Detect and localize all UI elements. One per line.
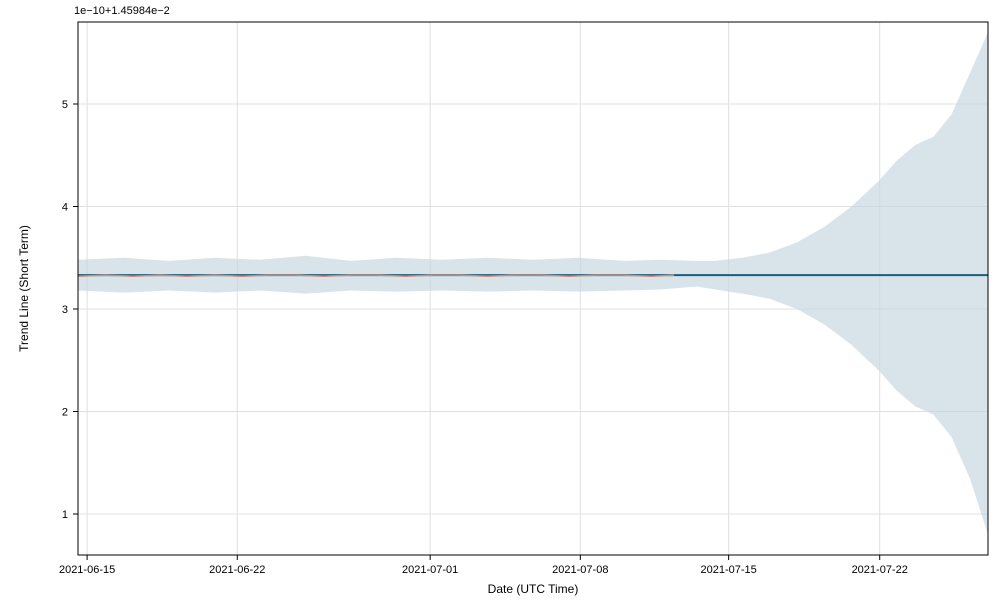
x-tick-label: 2021-07-22	[852, 564, 908, 576]
y-axis-label: Trend Line (Short Term)	[17, 225, 31, 352]
x-tick-label: 2021-07-15	[701, 564, 757, 576]
y-tick-label: 2	[62, 407, 68, 419]
x-tick-label: 2021-07-08	[552, 564, 608, 576]
y-tick-label: 5	[62, 99, 68, 111]
x-tick-label: 2021-07-01	[402, 564, 458, 576]
y-axis-offset-text: 1e−10+1.45984e−2	[74, 5, 170, 17]
x-tick-label: 2021-06-22	[209, 564, 265, 576]
chart-container: 2021-06-15 2021-06-22 2021-07-01 2021-07-08…	[0, 0, 1000, 600]
y-tick-label: 3	[62, 304, 68, 316]
y-tick-label: 1	[62, 509, 68, 521]
y-tick-label: 4	[62, 202, 68, 214]
x-tick-label: 2021-06-15	[59, 564, 115, 576]
x-axis-label: Date (UTC Time)	[488, 582, 579, 596]
chart-svg: 2021-06-15 2021-06-22 2021-07-01 2021-07-08…	[0, 0, 1000, 600]
